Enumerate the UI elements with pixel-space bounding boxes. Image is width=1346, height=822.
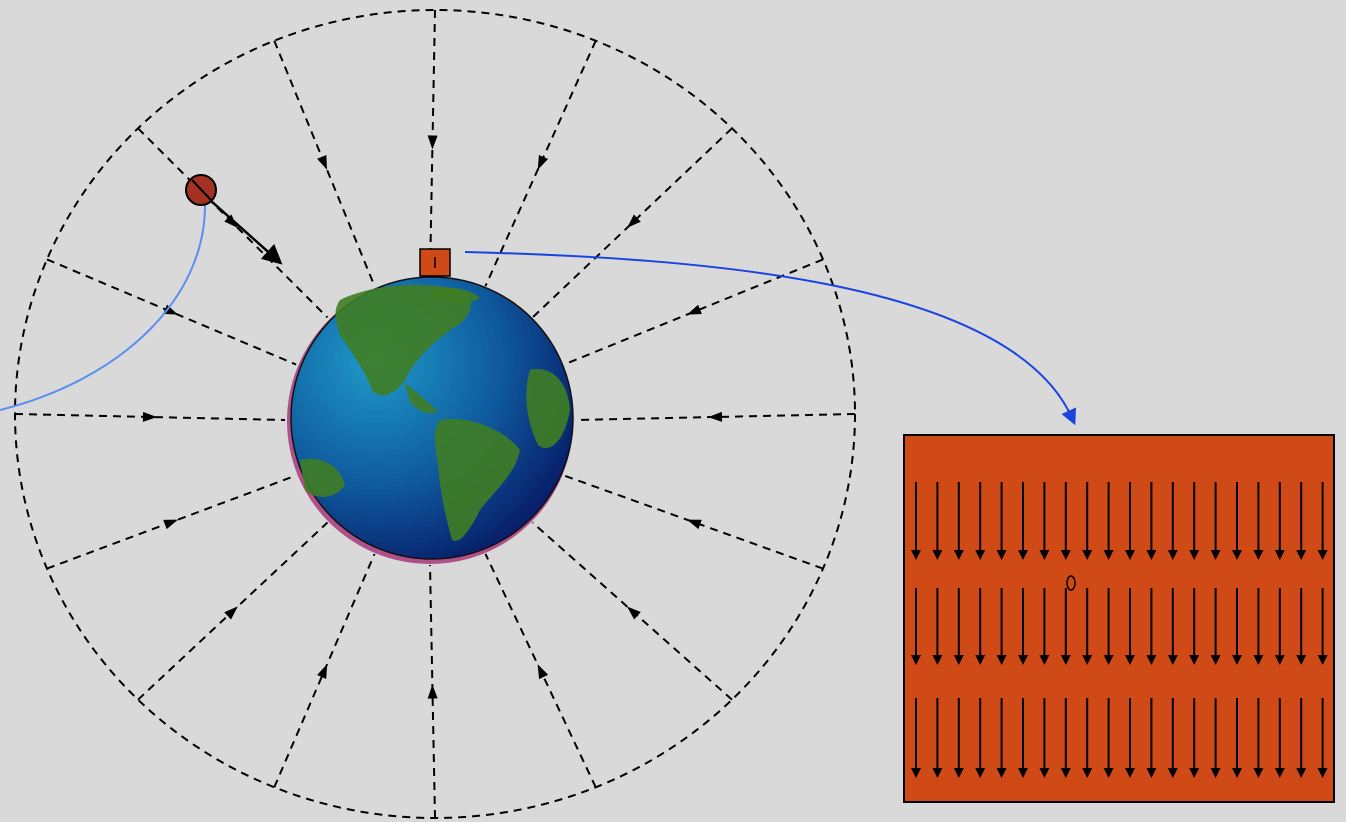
field-line: [484, 40, 597, 287]
particle-slash: [191, 179, 212, 201]
test-particle: [1066, 575, 1076, 591]
continent-greenland: [430, 287, 480, 304]
field-arrow-head: [911, 655, 921, 665]
field-arrowhead: [627, 214, 641, 228]
field-arrow-head: [1232, 655, 1242, 665]
field-arrowhead: [427, 684, 438, 699]
field-arrow-head: [1189, 550, 1200, 560]
field-arrow-head: [1039, 550, 1050, 560]
field-arrow-head: [911, 550, 921, 560]
field-arrowhead: [142, 411, 157, 422]
field-arrow-head: [1253, 768, 1264, 778]
field-arrow-head: [1167, 550, 1178, 560]
zoom-arrow: [464, 251, 1076, 426]
field-arrow-head: [1082, 550, 1093, 560]
field-arrow-head: [1082, 768, 1093, 778]
field-arrow-head: [1210, 655, 1221, 665]
field-arrow-head: [932, 768, 943, 778]
field-arrow-head: [1274, 655, 1285, 665]
continent-central-america: [405, 383, 438, 414]
field-arrow-head: [1125, 550, 1135, 560]
field-arrow-head: [1189, 655, 1200, 665]
field-arrow-head: [1189, 768, 1200, 778]
field-arrow-head: [1253, 655, 1264, 665]
field-arrow-head: [1103, 550, 1114, 560]
field-arrow-head: [1232, 550, 1242, 560]
field-arrowhead: [537, 154, 549, 170]
field-arrowhead: [317, 155, 328, 170]
field-arrowhead: [163, 519, 179, 530]
field-arrow-head: [1060, 655, 1071, 665]
field-arrow-head: [1232, 768, 1242, 778]
field-arrow-head: [1296, 768, 1307, 778]
continent-africa: [526, 369, 570, 449]
field-arrow-head: [1167, 655, 1178, 665]
orbit-path: [0, 204, 206, 411]
field-arrow-head: [1125, 655, 1135, 665]
field-arrowhead: [687, 304, 702, 315]
field-arrow-head: [996, 655, 1007, 665]
field-arrowhead: [427, 135, 438, 150]
field-line: [563, 474, 824, 570]
field-arrow-head: [975, 768, 986, 778]
field-arrow-head: [1018, 550, 1028, 560]
field-arrowhead: [224, 214, 238, 228]
field-arrow-head: [1167, 768, 1178, 778]
continent-south-america: [434, 419, 520, 541]
field-arrow-head: [1253, 550, 1264, 560]
field-arrowhead: [537, 664, 549, 680]
field-arrow-head: [1146, 550, 1157, 560]
field-arrow-head: [932, 655, 943, 665]
field-arrow-head: [1317, 655, 1328, 665]
field-arrow-head: [996, 550, 1007, 560]
field-arrowhead: [627, 606, 641, 620]
field-arrow-head: [1296, 550, 1307, 560]
ball-trajectory: [209, 199, 283, 265]
zoom-panel: [903, 434, 1335, 803]
field-arrow-head: [953, 655, 964, 665]
continent-north-america: [335, 284, 471, 396]
field-line: [14, 413, 286, 421]
field-arrow-head: [1018, 655, 1028, 665]
field-line: [46, 258, 297, 366]
field-arrow-head: [1146, 655, 1157, 665]
field-arrow-head: [911, 768, 921, 778]
field-arrow-head: [1210, 768, 1221, 778]
uniform-field: [911, 482, 1328, 778]
field-arrow-head: [1274, 768, 1285, 778]
field-arrow-head: [1103, 768, 1114, 778]
field-arrowhead: [708, 411, 723, 422]
field-arrow-head: [1210, 550, 1221, 560]
field-arrow-head: [975, 550, 986, 560]
field-arrow-head: [1039, 768, 1050, 778]
field-arrow-head: [932, 550, 943, 560]
field-arrowhead: [163, 304, 178, 315]
field-arrow-head: [1018, 768, 1028, 778]
field-arrowhead: [686, 519, 702, 530]
field-arrow-head: [953, 768, 964, 778]
field-arrow-head: [1296, 655, 1307, 665]
field-arrow-head: [1146, 768, 1157, 778]
field-arrow-head: [1125, 768, 1135, 778]
field-arrow-head: [1060, 768, 1071, 778]
field-arrow-head: [975, 655, 986, 665]
earth: [287, 276, 574, 564]
field-arrow-head: [1060, 550, 1071, 560]
field-arrow-head: [1039, 655, 1050, 665]
field-arrow-head: [1317, 550, 1328, 560]
field-arrow-head: [1082, 655, 1093, 665]
field-arrowhead: [224, 606, 238, 620]
field-arrow-head: [996, 768, 1007, 778]
field-arrow-head: [1274, 550, 1285, 560]
field-arrowhead: [317, 664, 328, 680]
field-arrow-head: [1103, 655, 1114, 665]
continent-australia: [300, 458, 345, 497]
field-arrow-head: [1317, 768, 1328, 778]
field-line: [531, 127, 733, 319]
field-arrow-head: [953, 550, 964, 560]
